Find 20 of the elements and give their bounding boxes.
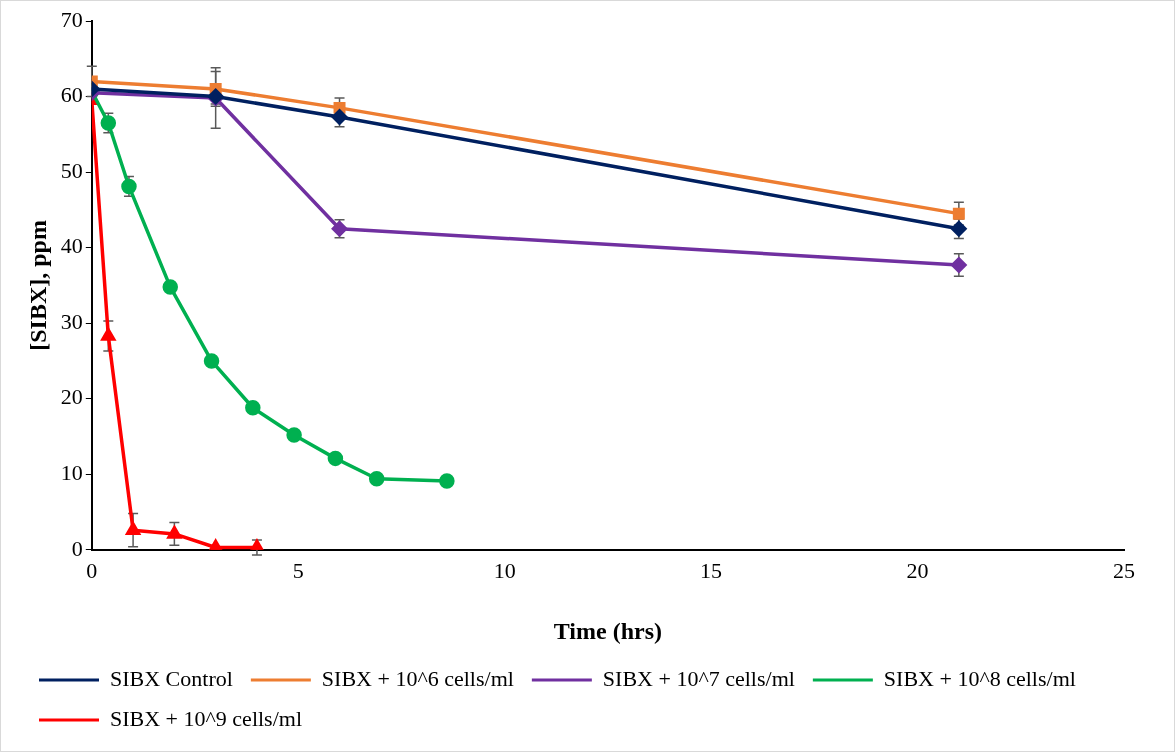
- x-tick-label: 25: [1113, 557, 1135, 583]
- y-tick-label: 70: [60, 6, 83, 32]
- x-tick-label: 15: [700, 557, 723, 583]
- x-tick-label: 5: [292, 557, 304, 583]
- y-tick-label: 0: [71, 535, 83, 561]
- x-tick-label: 20: [906, 557, 929, 583]
- y-tick-label: 50: [60, 157, 83, 183]
- y-axis-title: [SIBX], ppm: [24, 220, 51, 351]
- x-axis-title: Time (hrs): [553, 617, 663, 644]
- y-tick-label: 60: [60, 82, 83, 108]
- y-tick-label: 30: [60, 308, 83, 334]
- legend-label: SIBX + 10^9 cells/ml: [110, 705, 303, 731]
- y-tick-label: 20: [60, 384, 83, 410]
- y-tick-label: 10: [60, 460, 83, 486]
- legend-label: SIBX + 10^6 cells/ml: [321, 665, 514, 691]
- legend-label: SIBX + 10^7 cells/ml: [602, 665, 795, 691]
- legend-label: SIBX + 10^8 cells/ml: [883, 665, 1076, 691]
- y-tick-label: 40: [60, 233, 83, 259]
- legend-label: SIBX Control: [110, 665, 233, 691]
- x-tick-label: 10: [493, 557, 516, 583]
